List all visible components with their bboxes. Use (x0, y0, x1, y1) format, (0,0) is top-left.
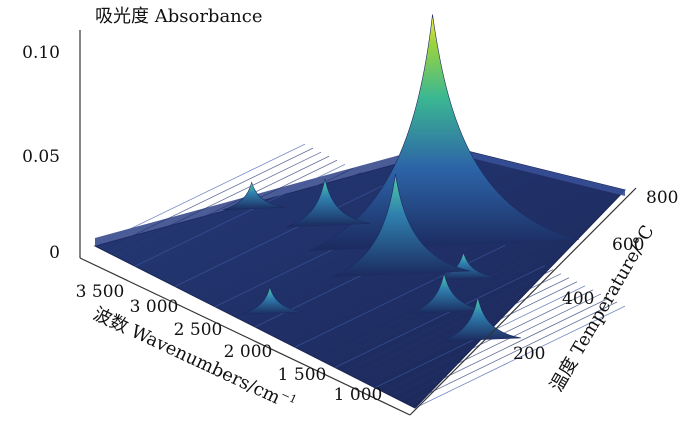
surface-ridge-line (134, 163, 346, 267)
surface-ridge-line (310, 253, 522, 356)
surface-ridge-line (350, 273, 562, 376)
surface-ridge-line (294, 244, 506, 348)
z-tick-label: 0.10 (22, 43, 60, 63)
z-tick-label: 0 (49, 243, 60, 263)
surface-ridge-line (270, 232, 482, 336)
x-axis-line (79, 257, 411, 416)
y-tick-label: 200 (513, 344, 545, 364)
peak-mark (308, 14, 579, 251)
peak-mark (434, 251, 498, 281)
x-tick-label: 2 500 (174, 320, 223, 340)
peak-mark (332, 174, 471, 277)
surface-ridge-line (174, 184, 386, 287)
peak-mark (409, 273, 486, 314)
surface-ridge-line (390, 293, 602, 397)
x-tick-label: 3 500 (76, 282, 125, 302)
peak-mark (286, 178, 371, 228)
peak-mark (240, 286, 305, 315)
surface-ridge-line (142, 168, 354, 271)
surface-ridge-line (166, 180, 378, 283)
surface-ridge-line (334, 265, 546, 368)
surface-ridge-line (278, 236, 490, 340)
surface-ridge-line (398, 297, 610, 401)
surface-ridge-line (382, 289, 594, 393)
surface-ridge-line (406, 301, 618, 405)
x-tick-label: 2 000 (224, 342, 273, 362)
z-tick-label: 0.05 (22, 147, 60, 167)
x-tick-label: 3 000 (130, 297, 179, 317)
surface-ridge-line (262, 228, 474, 332)
y-tick-label: 400 (562, 289, 594, 309)
surface-ridge-line (302, 249, 514, 352)
z-axis-title: 吸光度 Absorbance (95, 6, 263, 27)
surface-right-edge (455, 148, 625, 196)
x-tick-label: 1 500 (278, 365, 327, 385)
y-tick-label: 600 (612, 235, 644, 255)
surface-ridge-line (158, 176, 370, 279)
surface-back-plateau (95, 140, 455, 246)
peak-group (222, 14, 579, 342)
surface-ridge-line (110, 151, 322, 255)
surface-ridge-line (102, 147, 314, 251)
y-axis-line (409, 187, 637, 416)
x-tick-label: 1 000 (334, 385, 383, 405)
peak-mark (222, 181, 286, 211)
peak-mark (441, 297, 521, 342)
surface-ridge-line (94, 143, 306, 247)
surface-ridge-line (414, 305, 626, 409)
surface-ridge-line (182, 188, 394, 291)
surface-ridge-line (118, 155, 330, 259)
y-tick-label: 800 (646, 188, 678, 208)
surface-floor (93, 147, 626, 409)
surface-ridge-line (126, 159, 338, 263)
x-axis-title-sup: −1 (279, 388, 299, 407)
surface-ridge-line (342, 269, 554, 372)
